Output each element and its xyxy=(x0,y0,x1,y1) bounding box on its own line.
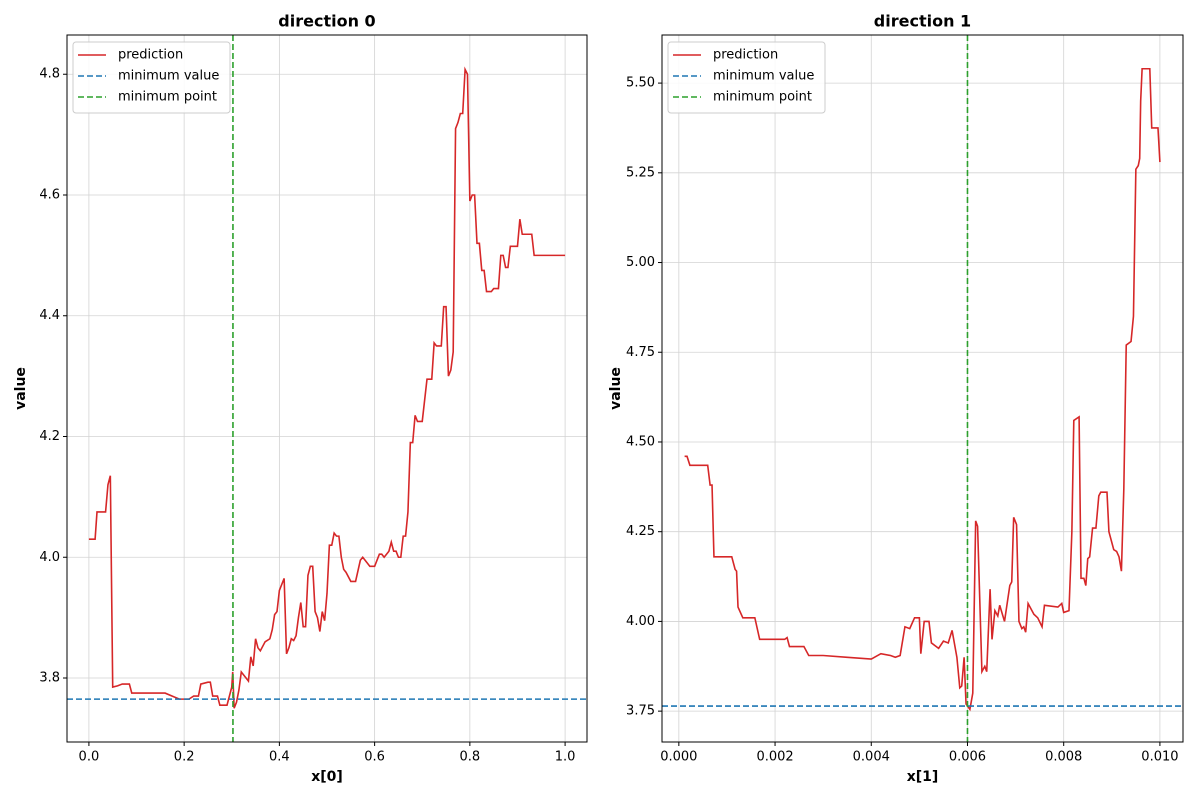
plot-area xyxy=(67,35,587,742)
x-axis-label: x[1] xyxy=(907,769,939,785)
x-tick-label: 0.002 xyxy=(756,750,793,765)
x-tick-label: 0.6 xyxy=(364,750,385,765)
y-tick-label: 5.25 xyxy=(626,165,655,180)
y-tick-label: 4.75 xyxy=(626,345,655,360)
axes-frame xyxy=(66,34,588,743)
x-tick-label: 0.004 xyxy=(853,750,890,765)
y-tick-label: 4.0 xyxy=(39,550,60,565)
x-tick-label: 0.8 xyxy=(460,750,481,765)
prediction-line xyxy=(684,67,1161,712)
y-axis-label: value xyxy=(13,367,29,410)
x-tick-label: 0.008 xyxy=(1045,750,1082,765)
y-tick-label: 3.8 xyxy=(39,671,60,686)
x-tick-label: 0.4 xyxy=(269,750,290,765)
y-tick-label: 4.2 xyxy=(39,429,60,444)
legend-label: minimum point xyxy=(118,90,217,105)
legend-label: prediction xyxy=(118,48,183,63)
y-tick-label: 4.8 xyxy=(39,67,60,82)
x-tick-label: 0.010 xyxy=(1141,750,1178,765)
x-tick-label: 0.006 xyxy=(949,750,986,765)
legend-box xyxy=(72,41,231,114)
y-tick-label: 4.4 xyxy=(39,308,60,323)
y-tick-label: 4.25 xyxy=(626,524,655,539)
chart-title: direction 1 xyxy=(874,12,971,31)
legend-box xyxy=(667,41,826,114)
x-tick-label: 0.000 xyxy=(660,750,697,765)
y-tick-label: 4.50 xyxy=(626,434,655,449)
legend-label: minimum value xyxy=(118,69,219,84)
legend-label: minimum point xyxy=(713,90,812,105)
y-tick-label: 5.50 xyxy=(626,76,655,91)
x-axis-label: x[0] xyxy=(311,769,343,785)
y-tick-label: 5.00 xyxy=(626,255,655,270)
y-tick-label: 4.00 xyxy=(626,614,655,629)
x-tick-label: 0.2 xyxy=(174,750,195,765)
legend-label: prediction xyxy=(713,48,778,63)
y-axis-label: value xyxy=(608,367,624,410)
legend-label: minimum value xyxy=(713,69,814,84)
x-tick-label: 1.0 xyxy=(555,750,576,765)
y-tick-label: 3.75 xyxy=(626,704,655,719)
prediction-line xyxy=(88,66,566,709)
plot-area xyxy=(662,35,1183,742)
x-tick-label: 0.0 xyxy=(79,750,100,765)
axes-frame xyxy=(661,34,1184,743)
chart-title: direction 0 xyxy=(278,12,375,31)
y-tick-label: 4.6 xyxy=(39,187,60,202)
